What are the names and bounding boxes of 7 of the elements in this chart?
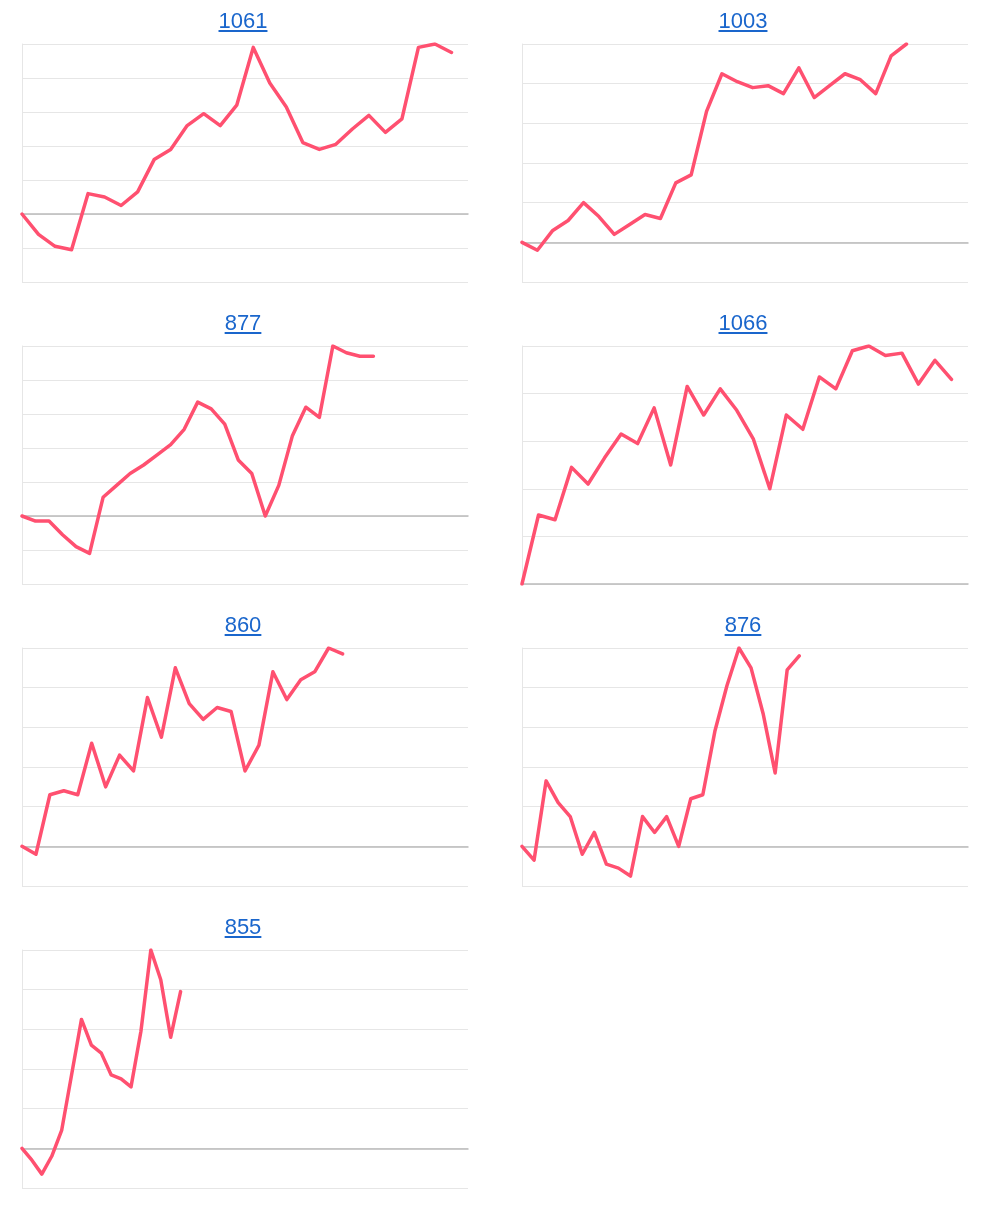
chart-title: 877: [224, 310, 262, 335]
chart-title: 876: [724, 612, 762, 637]
chart-title: 1061: [218, 8, 268, 33]
chart-title: 1066: [718, 310, 768, 335]
chart-title: 860: [224, 612, 262, 637]
chart-title: 1003: [718, 8, 768, 33]
chart-title: 855: [224, 914, 262, 939]
